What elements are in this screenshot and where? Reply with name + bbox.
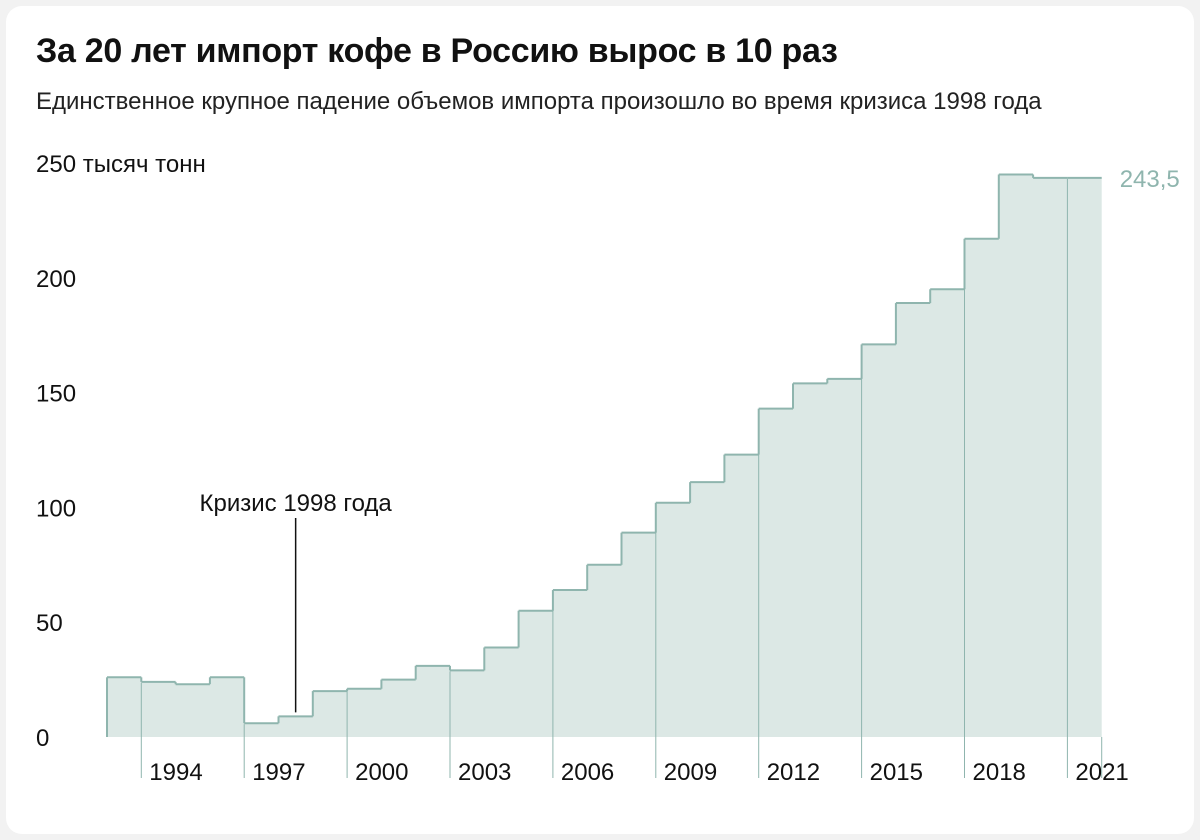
chart-subtitle: Единственное крупное падение объемов имп… — [36, 88, 1042, 115]
y-tick-label: 0 — [36, 725, 49, 752]
annotation-label: Кризис 1998 года — [200, 490, 393, 517]
x-tick-label: 2003 — [458, 759, 511, 786]
y-tick-label: 200 — [36, 266, 76, 293]
chart-title: За 20 лет импорт кофе в Россию вырос в 1… — [36, 32, 838, 70]
area-fill — [107, 174, 1102, 738]
x-tick-label: 2000 — [355, 759, 408, 786]
x-tick-label: 2015 — [870, 759, 923, 786]
y-tick-label: 100 — [36, 495, 76, 522]
x-tick-label: 2018 — [973, 759, 1026, 786]
x-tick-label: 1994 — [149, 759, 202, 786]
last-value-label: 243,5 — [1120, 166, 1180, 193]
y-tick-label: 150 — [36, 381, 76, 408]
x-tick-label: 2012 — [767, 759, 820, 786]
x-tick-label: 2006 — [561, 759, 614, 786]
y-tick-label: 250 тысяч тонн — [36, 151, 206, 178]
y-tick-label: 50 — [36, 610, 63, 637]
x-tick-label: 1997 — [252, 759, 305, 786]
x-tick-label: 2009 — [664, 759, 717, 786]
